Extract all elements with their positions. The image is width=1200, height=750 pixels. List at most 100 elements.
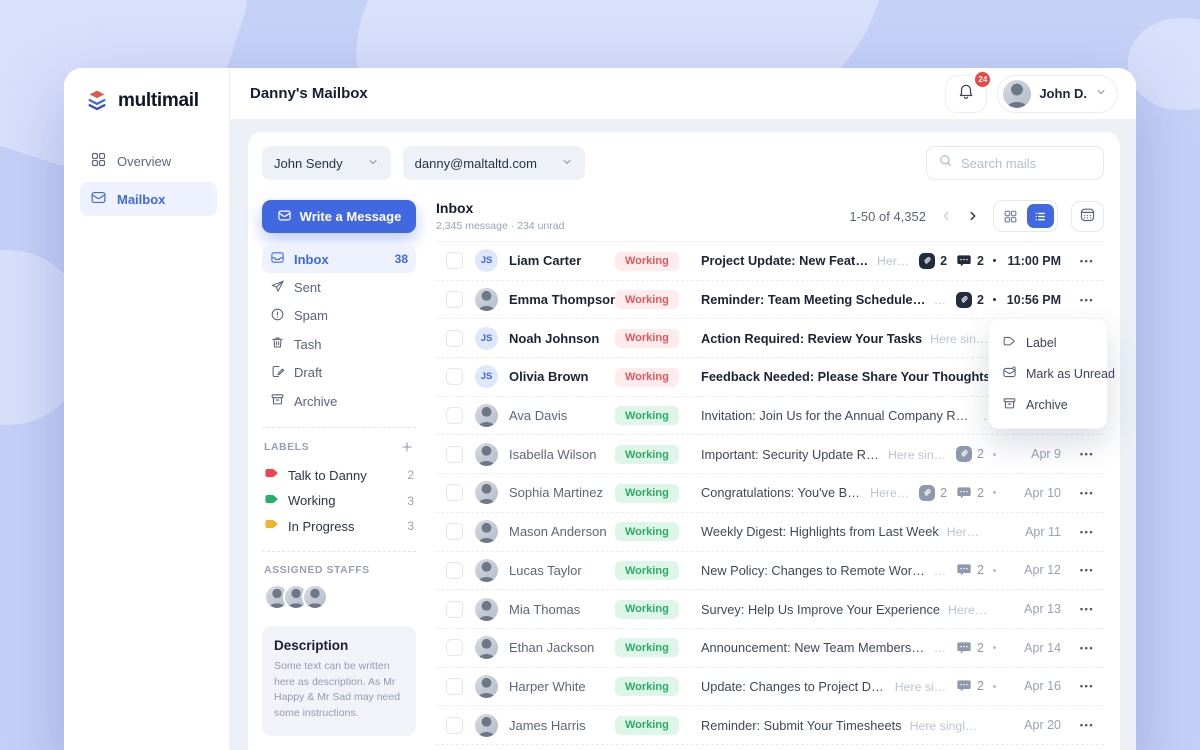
row-menu-button[interactable]: ••• [1079,255,1095,266]
mail-date: Apr 20 [1024,718,1061,733]
sidebar-item-mailbox[interactable]: Mailbox [80,182,217,216]
row-menu-button[interactable]: ••• [1079,604,1095,615]
row-menu-button[interactable]: ••• [1079,720,1095,731]
row-checkbox[interactable] [446,252,463,270]
row-checkbox[interactable] [446,329,463,347]
meta-dot [993,646,996,650]
sender-select[interactable]: John Sendy [262,146,391,180]
mail-row[interactable]: Isabella Wilson Working Important: Secur… [436,435,1104,475]
meta-dot [993,298,996,302]
label-count: 2 [407,468,414,483]
calendar-view-button[interactable] [1071,200,1104,232]
row-checkbox[interactable] [446,677,463,695]
folder-item-inbox[interactable]: Inbox 38 [262,245,416,274]
folder-item-spam[interactable]: Spam [262,302,416,330]
row-menu-button[interactable]: ••• [1079,487,1095,498]
mail-list-header: Inbox 2,345 message · 234 unrad 1-50 of … [436,200,1104,242]
row-menu-button[interactable]: ••• [1079,681,1095,692]
row-checkbox[interactable] [446,407,463,425]
archive-icon [1002,396,1017,414]
spam-icon [270,307,285,325]
folder-item-draft[interactable]: Draft [262,359,416,387]
sidebar-item-overview[interactable]: Overview [80,144,217,178]
row-checkbox[interactable] [446,716,463,734]
sender-name: Mia Thomas [509,601,581,617]
folder-item-archive[interactable]: Archive [262,387,416,415]
sidebar-item-label: Overview [117,153,172,169]
main-area: Danny's Mailbox 24 John D. [230,68,1136,750]
sender-name: Liam Carter [509,253,582,269]
grid-view-button[interactable] [997,204,1024,228]
row-menu-button[interactable]: ••• [1079,565,1095,576]
calendar-icon [1079,206,1096,226]
divider [262,427,416,429]
mail-row[interactable]: Harper White Working Update: Changes to … [436,668,1104,707]
labels-title: LABELS [264,441,310,454]
row-menu-button[interactable]: ••• [1079,526,1095,537]
row-checkbox[interactable] [446,291,463,309]
label-badge: Working [615,445,679,465]
row-checkbox[interactable] [446,561,463,579]
label-badge: Working [615,522,679,542]
mail-snippet: Here… [870,486,910,501]
mail-row[interactable]: Ethan Jackson Working Announcement: New … [436,629,1104,668]
mail-date: Apr 12 [1024,563,1061,578]
user-menu[interactable]: John D. [997,74,1118,113]
mail-subject: Announcement: New Team Members Joining U… [701,640,926,656]
label-badge: Working [615,406,679,426]
grid-icon [90,151,107,171]
row-checkbox[interactable] [446,600,463,618]
compose-envelope-icon [277,208,292,226]
email-select[interactable]: danny@maltaltd.com [402,146,585,180]
row-menu-button[interactable]: ••• [1079,449,1095,460]
search-input[interactable] [961,155,1092,171]
attachment-count: 2 [977,292,984,307]
folder-item-tash[interactable]: Tash [262,330,416,358]
context-menu-item-archive[interactable]: Archive [989,389,1107,420]
user-name: John D. [1039,86,1087,101]
mail-row[interactable]: JS Liam Carter Working Project Update: N… [436,242,1104,281]
mailbox-panel: John Sendy danny@maltaltd.com [248,132,1120,750]
mail-list: Inbox 2,345 message · 234 unrad 1-50 of … [436,200,1104,750]
folder-count: 38 [394,252,408,267]
folder-label: Draft [294,365,323,381]
mail-row[interactable]: James Harris Working Reminder: Submit Yo… [436,706,1104,745]
row-checkbox[interactable] [446,484,463,502]
mail-row[interactable]: Lucas Taylor Working New Policy: Changes… [436,552,1104,591]
app-sidebar: multimail Overview Mailbox [64,68,230,750]
meta-dot [993,684,996,688]
row-checkbox[interactable] [446,523,463,541]
label-item[interactable]: In Progress 3 [262,513,416,539]
mail-subject: Action Required: Review Your Tasks [701,330,923,346]
context-menu-item-mark-as-unread[interactable]: Mark as Unread [989,358,1115,389]
context-menu-item-label[interactable]: Label [989,327,1107,358]
label-badge: Working [615,599,679,619]
tag-icon [264,492,279,510]
write-message-button[interactable]: Write a Message [262,200,416,233]
list-view-button[interactable] [1027,204,1054,228]
notifications-button[interactable]: 24 [945,69,993,113]
mail-subject: Important: Security Update Required [701,446,880,462]
label-list: Talk to Danny 2 Working 3 In Progress 3 [262,462,416,539]
mail-snippet: Here sin… [930,331,989,346]
mail-row[interactable]: Mia Thomas Working Survey: Help Us Impro… [436,590,1104,629]
next-page-button[interactable] [966,209,980,223]
row-checkbox[interactable] [446,368,463,386]
attachment-count: 2 [977,447,984,462]
row-checkbox[interactable] [446,445,463,463]
mail-row[interactable]: JS Noah Johnson Working Action Required:… [436,319,1104,359]
prev-page-button[interactable] [939,209,953,223]
mail-row[interactable]: JS Olivia Brown Working Feedback Needed:… [436,358,1104,397]
attachment-icon [956,291,973,308]
label-item[interactable]: Working 3 [262,488,416,514]
mail-row[interactable]: Mason Anderson Working Weekly Digest: Hi… [436,513,1104,552]
label-item[interactable]: Talk to Danny 2 [262,462,416,488]
mail-row[interactable]: Sophia Martinez Working Congratulations:… [436,474,1104,513]
folder-item-sent[interactable]: Sent [262,273,416,301]
row-checkbox[interactable] [446,639,463,657]
mail-row[interactable]: Emma Thompson Working Reminder: Team Mee… [436,281,1104,320]
row-menu-button[interactable]: ••• [1079,294,1095,305]
row-menu-button[interactable]: ••• [1079,642,1095,653]
add-label-button[interactable] [400,440,414,454]
sender-name: Isabella Wilson [509,446,597,462]
